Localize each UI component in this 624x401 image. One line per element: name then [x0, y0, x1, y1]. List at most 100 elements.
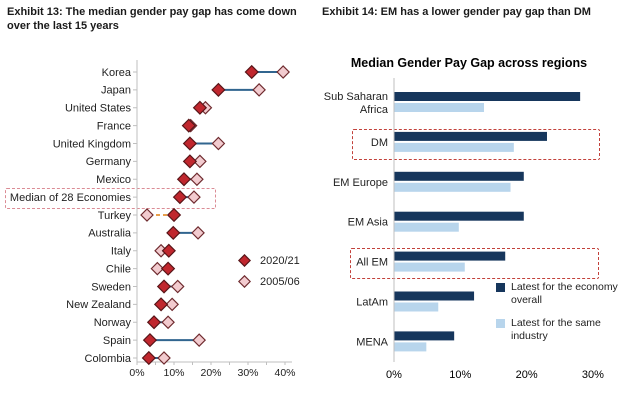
dark-diamond-icon	[238, 254, 251, 267]
legend-entry-overall: Latest for the economy overall	[496, 281, 624, 307]
bar-industry-all-em	[394, 262, 465, 272]
bar-industry-em-europe	[394, 182, 511, 192]
bar-industry-dm	[394, 142, 514, 152]
x-tick-label: 30%	[582, 369, 604, 381]
point-2005-median-of-28-economies	[187, 190, 201, 204]
point-2020-united-states	[192, 100, 208, 115]
exhibit13-title: Exhibit 13: The median gender pay gap ha…	[7, 6, 297, 33]
point-2005-korea	[276, 65, 290, 79]
category-label-sub-saharan-africa: Sub Saharan Africa	[324, 91, 389, 116]
bar-overall-em-europe	[394, 171, 524, 181]
dm-highlight-box	[352, 129, 600, 160]
light-diamond-icon	[238, 275, 251, 288]
point-2020-australia	[166, 225, 181, 241]
category-label-dm: DM	[371, 137, 388, 149]
category-label-all-em: All EM	[356, 257, 388, 269]
bar-overall-sub-saharan-africa	[394, 92, 581, 101]
legend-label-overall: Latest for the economy overall	[511, 281, 618, 307]
category-label-em-europe: EM Europe	[333, 177, 388, 189]
point-2005-germany	[193, 154, 207, 169]
category-label-new-zealand: New Zealand	[66, 299, 131, 311]
point-2020-spain	[142, 332, 158, 348]
category-label-mexico: Mexico	[96, 174, 131, 186]
category-label-korea: Korea	[102, 67, 132, 79]
x-tick-label: 40%	[274, 367, 295, 379]
legend-entry-2005: 2005/06	[238, 275, 300, 288]
bar-overall-all-em	[394, 251, 506, 261]
category-label-germany: Germany	[86, 156, 132, 168]
x-tick-label: 10%	[449, 369, 471, 381]
point-2020-france	[181, 118, 196, 133]
point-2005-sweden	[170, 279, 185, 294]
bar-industry-mena	[394, 342, 427, 352]
point-2020-colombia	[141, 350, 156, 366]
median-highlight-box	[5, 188, 216, 209]
point-2020-norway	[146, 315, 162, 330]
x-tick-label: 0%	[129, 367, 144, 379]
point-2020-korea	[244, 64, 259, 80]
allem-highlight-box	[350, 248, 599, 279]
category-label-italy: Italy	[111, 246, 132, 258]
bar-overall-em-asia	[394, 211, 524, 221]
bar-overall-latam	[394, 291, 475, 301]
point-2020-germany	[182, 154, 198, 169]
category-label-mena: MENA	[356, 336, 388, 348]
category-label-em-asia: EM Asia	[348, 217, 389, 229]
bar-overall-mena	[394, 331, 455, 341]
bar-chart-legend: Latest for the economy overall Latest fo…	[496, 281, 624, 354]
x-tick-label: 10%	[163, 367, 184, 379]
category-label-median-of-28-economies: Median of 28 Economies	[10, 192, 132, 204]
bar-industry-latam	[394, 302, 439, 312]
point-2005-japan	[252, 83, 266, 97]
point-2005-colombia	[157, 351, 171, 365]
lightblue-square-icon	[496, 319, 505, 329]
point-2020-sweden	[156, 279, 172, 294]
point-2005-norway	[161, 315, 175, 330]
dumbbell-chart-legend: 2020/21 2005/06	[238, 254, 300, 296]
legend-label-industry: Latest for the same industry	[511, 317, 601, 343]
category-label-australia: Australia	[88, 228, 132, 240]
legend-label-2005: 2005/06	[260, 275, 300, 288]
category-label-chile: Chile	[106, 263, 131, 275]
legend-entry-2020: 2020/21	[238, 254, 300, 267]
grouped-bar-chart: 0% 10% 20% 30% Sub Saharan Africa DM EM Europe E…	[324, 78, 604, 381]
x-tick-label: 0%	[386, 369, 402, 381]
point-2020-united-kingdom	[182, 136, 198, 151]
point-2020-mexico	[176, 172, 192, 187]
navy-square-icon	[496, 283, 505, 292]
point-2020-new-zealand	[153, 297, 169, 312]
exhibit14-title: Exhibit 14: EM has a lower gender pay ga…	[322, 6, 591, 18]
point-2020-turkey	[166, 207, 182, 223]
point-2005-turkey	[140, 208, 154, 222]
x-tick-label: 20%	[516, 369, 538, 381]
category-label-united-kingdom: United Kingdom	[53, 138, 131, 150]
point-2005-australia	[191, 226, 205, 240]
x-tick-label: 20%	[200, 367, 221, 379]
category-label-spain: Spain	[103, 335, 131, 347]
category-label-turkey: Turkey	[98, 210, 132, 222]
legend-label-2020: 2020/21	[260, 254, 300, 267]
category-label-sweden: Sweden	[91, 281, 131, 293]
point-2005-new-zealand	[165, 297, 179, 312]
point-2020-italy	[161, 243, 176, 258]
point-2020-japan	[211, 82, 226, 98]
bar-chart-title: Median Gender Pay Gap across regions	[350, 56, 588, 70]
x-tick-label: 30%	[237, 367, 258, 379]
point-2005-spain	[192, 333, 207, 347]
legend-entry-industry: Latest for the same industry	[496, 317, 624, 343]
category-label-france: France	[97, 120, 131, 132]
bar-industry-sub-saharan-africa	[394, 103, 485, 112]
dumbbell-chart: 0% 10% 20% 30% 40% Korea Japan United States Fra…	[10, 60, 296, 379]
category-label-colombia: Colombia	[85, 353, 132, 365]
point-2020-chile	[160, 261, 176, 276]
category-label-norway: Norway	[94, 317, 132, 329]
category-label-latam: LatAm	[356, 297, 388, 309]
point-2005-mexico	[190, 172, 204, 187]
point-2020-median-of-28-economies	[172, 189, 188, 205]
point-2005-united-kingdom	[211, 136, 226, 151]
bar-industry-em-asia	[394, 222, 459, 232]
bar-overall-dm	[394, 131, 547, 141]
category-label-japan: Japan	[101, 85, 131, 97]
category-label-united-states: United States	[65, 103, 132, 115]
